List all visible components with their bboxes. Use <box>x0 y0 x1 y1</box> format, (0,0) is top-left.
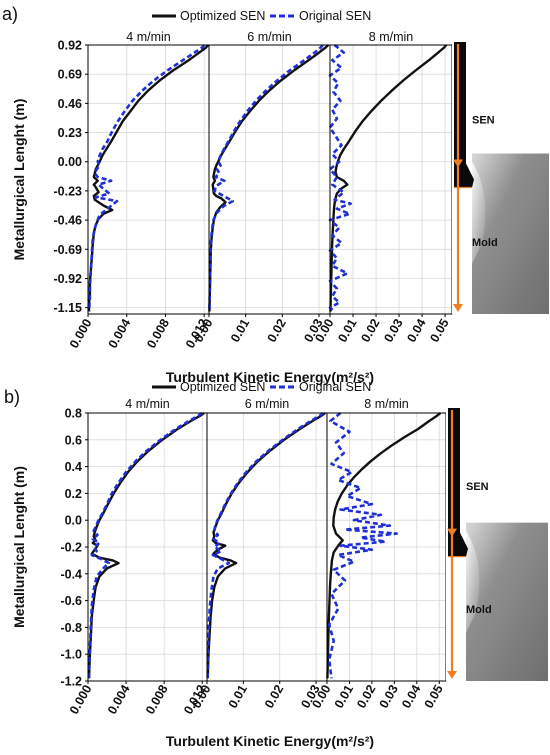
sen-mold-inset: SEN Mold <box>446 408 548 681</box>
x-tick-label: 0.02 <box>358 316 382 344</box>
legend-label-optimized: Optimized SEN <box>180 380 265 394</box>
y-tick-label: -1.0 <box>60 648 82 662</box>
y-tick-label: -0.8 <box>60 621 82 635</box>
y-tick-label: 0.2 <box>65 487 82 501</box>
y-tick-label: 0.23 <box>58 126 82 140</box>
y-tick-label: -1.15 <box>54 301 83 315</box>
y-tick-label: -0.23 <box>54 184 83 198</box>
x-tick-label: 0.05 <box>427 316 451 344</box>
y-axis-label: Metallurgical Lenght (m) <box>11 99 27 261</box>
subplot-frame <box>208 44 331 315</box>
subplot-title: 6 m/min <box>245 397 290 411</box>
x-tick-label: 0.01 <box>335 316 359 344</box>
series-line-original <box>328 43 352 313</box>
arrow-head-icon <box>447 528 457 537</box>
x-axis-label: Turbulent Kinetic Energy(m²/s²) <box>166 733 374 749</box>
subplot-title: 6 m/min <box>247 30 292 44</box>
series-line-optimized <box>87 412 205 679</box>
panel-label: a) <box>2 4 18 24</box>
panel-label: b) <box>4 387 20 407</box>
x-tick-label: 0.04 <box>399 682 423 710</box>
y-axis-label: Metallurgical Lenght (m) <box>11 466 27 628</box>
series-line-original <box>87 44 206 312</box>
series-line-optimized <box>329 44 448 312</box>
series-line-original <box>208 44 324 312</box>
x-tick-label: 0.02 <box>354 682 378 710</box>
x-axis-label: Turbulent Kinetic Energy(m²/s²) <box>166 369 374 385</box>
x-tick-label: 0.01 <box>332 682 356 710</box>
y-tick-label: 0.69 <box>58 68 82 82</box>
subplot-title: 8 m/min <box>369 30 414 44</box>
legend: Optimized SEN Original SEN <box>152 380 371 394</box>
x-tick-label: 0.03 <box>381 316 405 344</box>
legend-label-original: Original SEN <box>299 380 371 394</box>
x-tick-label: 0.008 <box>144 316 172 350</box>
series-line-original <box>327 411 398 679</box>
x-tick-label: 0.02 <box>262 682 286 710</box>
y-tick-label: 0.00 <box>58 155 82 169</box>
series-line-original <box>206 411 325 679</box>
subplot-frame <box>329 44 453 315</box>
inset-label-mold: Mold <box>472 237 498 249</box>
panel-a: a) Optimized SEN Original SEN Metallurgical… <box>2 4 549 385</box>
x-tick-label: 0.03 <box>377 682 401 710</box>
series-line-optimized <box>326 412 442 679</box>
y-tick-label: -1.2 <box>60 675 82 689</box>
x-tick-label: 0.008 <box>143 682 171 716</box>
inset-label-mold: Mold <box>466 604 492 616</box>
subplot-title: 8 m/min <box>364 397 409 411</box>
y-tick-label: 0.92 <box>58 39 82 53</box>
mold-region <box>466 522 548 681</box>
x-tick-label: 0.05 <box>422 682 446 710</box>
x-tick-label: 0.02 <box>265 316 289 344</box>
series-line-optimized <box>206 412 326 679</box>
jet-region <box>472 161 486 264</box>
legend-label-optimized: Optimized SEN <box>180 9 265 23</box>
y-tick-label: -0.92 <box>54 272 83 286</box>
arrow-head-icon <box>453 159 463 168</box>
y-tick-label: 0.46 <box>58 97 82 111</box>
x-tick-label: 0.00 <box>191 316 215 344</box>
jet-region <box>466 530 480 633</box>
mold-region <box>472 153 549 314</box>
y-tick-label: 0.8 <box>65 407 82 421</box>
y-tick-label: 0.6 <box>65 433 82 447</box>
x-tick-label: 0.04 <box>404 316 428 344</box>
y-tick-label: -0.4 <box>60 567 82 581</box>
y-tick-label: -0.46 <box>54 214 83 228</box>
panel-b: b) Optimized SEN Original SEN Metallurgical… <box>4 380 548 749</box>
y-tick-label: -0.2 <box>60 541 82 555</box>
legend: Optimized SEN Original SEN <box>152 9 371 23</box>
subplot-title: 4 m/min <box>125 397 170 411</box>
y-tick-label: 0.4 <box>65 460 82 474</box>
x-tick-label: 0.01 <box>226 682 250 710</box>
legend-label-original: Original SEN <box>299 9 371 23</box>
sen-mold-inset: SEN Mold <box>452 42 549 314</box>
series-line-original <box>87 411 203 679</box>
arrow-head-icon <box>453 304 463 312</box>
inset-label-sen: SEN <box>472 115 495 127</box>
x-tick-label: 0.01 <box>228 316 252 344</box>
y-tick-label: -0.69 <box>54 243 83 257</box>
arrow-head-icon <box>447 671 457 679</box>
x-tick-label: 0.00 <box>189 682 213 710</box>
y-tick-label: -0.6 <box>60 594 82 608</box>
x-tick-label: 0.004 <box>105 682 133 716</box>
subplot-title: 4 m/min <box>126 30 171 44</box>
series-line-optimized <box>208 44 330 312</box>
x-tick-label: 0.000 <box>67 316 95 350</box>
inset-label-sen: SEN <box>466 481 489 493</box>
x-tick-label: 0.004 <box>106 316 134 350</box>
y-tick-label: 0.0 <box>65 514 82 528</box>
